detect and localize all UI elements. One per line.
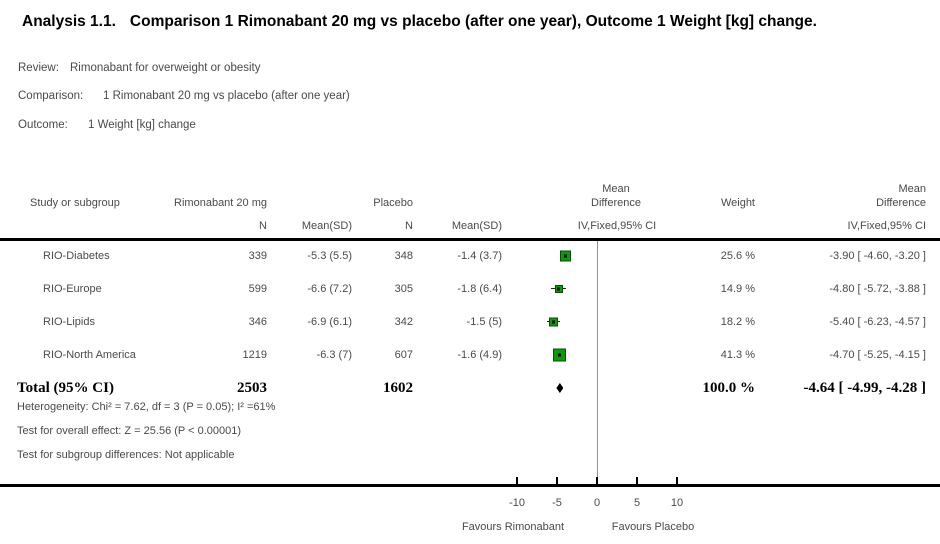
col-header-md-plot-line2: Difference (591, 197, 641, 209)
total-label: Total (95% CI) (17, 380, 114, 396)
study-name: RIO-Lipids (43, 316, 95, 328)
weight-value: 18.2 % (720, 316, 755, 328)
treatment-mean-sd: -6.6 (7.2) (307, 283, 352, 295)
treatment-n: 339 (248, 250, 267, 262)
col-header-treatment-group: Rimonabant 20 mg (174, 197, 267, 209)
point-estimate-dot (557, 353, 561, 357)
comparison-value: 1 Rimonabant 20 mg vs placebo (after one… (103, 90, 350, 102)
weight-value: 14.9 % (720, 283, 755, 295)
col-header-md-method-plot: IV,Fixed,95% CI (577, 220, 657, 232)
treatment-n: 599 (248, 283, 267, 295)
axis-tick-label: 0 (593, 497, 601, 509)
total-treatment-n: 2503 (237, 380, 267, 396)
table-row: RIO-Diabetes 339 -5.3 (5.5) 348 -1.4 (3.… (0, 246, 940, 266)
point-estimate-dot (564, 254, 568, 258)
outcome-value: 1 Weight [kg] change (88, 119, 196, 131)
favours-right-label: Favours Placebo (611, 521, 695, 533)
analysis-title: Comparison 1 Rimonabant 20 mg vs placebo… (129, 13, 817, 30)
md-ci-text: -3.90 [ -4.60, -3.20 ] (829, 250, 926, 262)
treatment-n: 1219 (242, 349, 267, 361)
table-row: RIO-North America 1219 -6.3 (7) 607 -1.6… (0, 345, 940, 365)
forest-marker-cell (0, 345, 940, 365)
total-marker-cell (0, 376, 940, 400)
study-name: RIO-Diabetes (43, 250, 110, 262)
placebo-mean-sd: -1.6 (4.9) (457, 349, 502, 361)
placebo-n: 305 (394, 283, 413, 295)
col-header-study: Study or subgroup (30, 197, 120, 209)
col-header-n1: N (259, 220, 267, 232)
treatment-mean-sd: -5.3 (5.5) (307, 250, 352, 262)
weight-value: 41.3 % (720, 349, 755, 361)
pooled-effect-diamond (556, 383, 564, 393)
total-weight: 100.0 % (702, 380, 756, 396)
placebo-n: 348 (394, 250, 413, 262)
treatment-mean-sd: -6.3 (7) (316, 349, 352, 361)
table-row: RIO-Europe 599 -6.6 (7.2) 305 -1.8 (6.4)… (0, 279, 940, 299)
placebo-mean-sd: -1.4 (3.7) (457, 250, 502, 262)
favours-left-label: Favours Rimonabant (461, 521, 565, 533)
forest-marker-cell (0, 279, 940, 299)
zero-effect-line (597, 241, 598, 484)
axis-tick (676, 477, 678, 484)
analysis-number: Analysis 1.1. (22, 13, 116, 30)
page-title: Analysis 1.1. Comparison 1 Rimonabant 20 … (22, 13, 817, 31)
col-header-meansd2: Mean(SD) (451, 220, 502, 232)
point-estimate-dot (557, 287, 561, 291)
study-name: RIO-Europe (43, 283, 102, 295)
axis-baseline-rule (0, 484, 940, 487)
heterogeneity-note: Heterogeneity: Chi² = 7.62, df = 3 (P = … (17, 401, 276, 413)
comparison-label: Comparison: (18, 90, 84, 102)
md-ci-text: -4.70 [ -5.25, -4.15 ] (829, 349, 926, 361)
table-row: RIO-Lipids 346 -6.9 (6.1) 342 -1.5 (5) 1… (0, 312, 940, 332)
col-header-md-method-text: IV,Fixed,95% CI (847, 220, 926, 232)
md-ci-text: -4.80 [ -5.72, -3.88 ] (829, 283, 926, 295)
table-top-rule (0, 238, 940, 241)
axis-tick (516, 477, 518, 484)
study-name: RIO-North America (43, 349, 136, 361)
forest-marker-cell (0, 312, 940, 332)
axis-tick-label: 10 (670, 497, 684, 509)
total-md-ci-text: -4.64 [ -4.99, -4.28 ] (803, 380, 926, 396)
weight-value: 25.6 % (720, 250, 755, 262)
treatment-n: 346 (248, 316, 267, 328)
forest-marker-cell (0, 246, 940, 266)
placebo-mean-sd: -1.8 (6.4) (457, 283, 502, 295)
review-label: Review: (18, 62, 59, 74)
col-header-meansd1: Mean(SD) (301, 220, 352, 232)
col-header-n2: N (405, 220, 413, 232)
col-header-md-text-line2: Difference (876, 197, 926, 209)
axis-tick-label: -10 (509, 497, 525, 509)
placebo-mean-sd: -1.5 (5) (466, 316, 502, 328)
total-row: Total (95% CI) 2503 1602 100.0 % -4.64 [… (0, 376, 940, 400)
col-header-weight: Weight (720, 197, 755, 209)
col-header-placebo-group: Placebo (373, 197, 413, 209)
treatment-mean-sd: -6.9 (6.1) (307, 316, 352, 328)
md-ci-text: -5.40 [ -6.23, -4.57 ] (829, 316, 926, 328)
overall-effect-note: Test for overall effect: Z = 25.56 (P < … (17, 425, 242, 437)
subgroup-differences-note: Test for subgroup differences: Not appli… (17, 449, 235, 461)
axis-tick (636, 477, 638, 484)
placebo-n: 342 (394, 316, 413, 328)
col-header-md-text-line1: Mean (898, 183, 926, 195)
axis-tick-label: 5 (633, 497, 641, 509)
col-header-md-plot-line1: Mean (602, 183, 630, 195)
total-placebo-n: 1602 (383, 380, 413, 396)
outcome-label: Outcome: (18, 119, 68, 131)
point-estimate-dot (552, 320, 556, 324)
axis-tick (556, 477, 558, 484)
placebo-n: 607 (394, 349, 413, 361)
review-value: Rimonabant for overweight or obesity (70, 62, 261, 74)
axis-tick-label: -5 (552, 497, 562, 509)
